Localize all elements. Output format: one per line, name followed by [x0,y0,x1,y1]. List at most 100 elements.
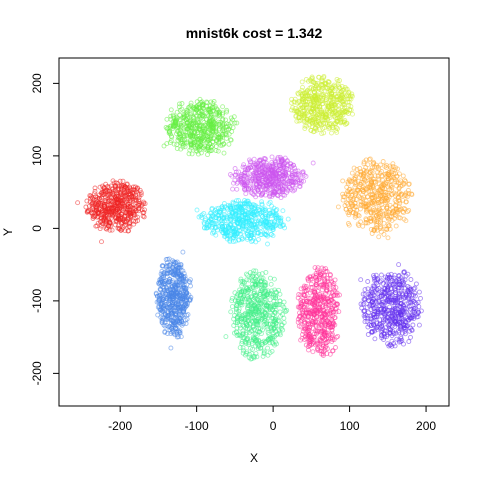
data-point [101,203,107,209]
data-point [204,100,210,106]
data-point [236,169,242,175]
data-point [105,192,111,198]
data-point [412,285,418,291]
data-point [347,94,353,100]
data-point [92,189,98,194]
data-point [155,312,161,318]
data-point [310,349,316,355]
data-point [184,312,190,318]
data-point [103,219,109,225]
data-point [232,177,238,183]
data-point [301,90,307,96]
data-point [183,276,188,282]
data-point [418,295,423,301]
data-point [217,113,223,119]
data-point [163,264,169,270]
data-point [177,308,183,314]
data-point [178,127,184,133]
data-point [302,123,308,129]
data-point [372,336,378,342]
data-point [188,103,194,109]
data-point [198,150,204,156]
data-point [131,211,137,217]
data-point [114,210,120,216]
data-point [109,227,115,233]
data-point [210,104,215,110]
data-point [207,120,213,126]
data-point [164,116,170,122]
data-point [170,265,176,270]
data-point [159,320,165,326]
data-point [177,101,182,107]
data-point [301,96,307,102]
data-point [90,213,96,219]
data-point [329,130,334,136]
data-point [164,260,170,266]
data-point [312,116,318,122]
data-point [181,312,187,318]
data-point [219,138,225,144]
data-point [127,189,133,194]
data-point [275,167,281,173]
data-point [87,203,92,209]
data-point [390,161,396,167]
data-point [194,107,200,113]
data-point [122,204,128,209]
data-point [280,186,286,192]
data-point [173,121,179,127]
data-point [328,100,334,106]
data-point [308,109,314,115]
cluster-10 [358,262,424,349]
data-point [174,273,180,279]
data-point [332,108,338,114]
data-point [325,116,331,122]
data-point [328,106,334,112]
data-point [406,339,412,344]
data-point [75,200,81,206]
data-point [228,137,233,143]
data-point [113,180,119,186]
data-point [212,104,218,109]
data-point [316,85,322,91]
data-point [162,299,168,305]
data-point [334,76,340,82]
data-point [174,146,180,151]
data-point [393,223,399,229]
data-point [234,180,240,186]
data-point [333,127,339,133]
data-point [207,136,213,142]
data-point [296,115,302,121]
data-point [155,298,161,304]
data-point [332,84,338,90]
data-point [323,112,329,118]
data-point [99,239,104,245]
data-point [88,193,94,199]
data-point [394,336,400,342]
data-point [84,198,90,204]
data-point [181,111,187,117]
data-point [312,94,318,99]
data-point [325,89,331,95]
data-point [183,321,189,326]
data-point [234,120,240,126]
data-point [179,101,185,106]
data-point [189,151,195,157]
data-point [113,187,118,193]
data-point [340,178,346,184]
data-point [196,101,202,107]
data-point [319,101,325,107]
data-point [97,184,103,190]
data-point [183,304,189,310]
data-point [177,329,183,335]
data-point [194,207,200,213]
data-point [121,216,127,222]
data-point [122,228,128,234]
data-point [179,106,185,112]
data-point [195,144,201,149]
data-point [304,93,310,99]
data-point [99,192,105,198]
data-point [342,121,348,127]
data-point [198,127,204,133]
data-point [122,193,128,199]
